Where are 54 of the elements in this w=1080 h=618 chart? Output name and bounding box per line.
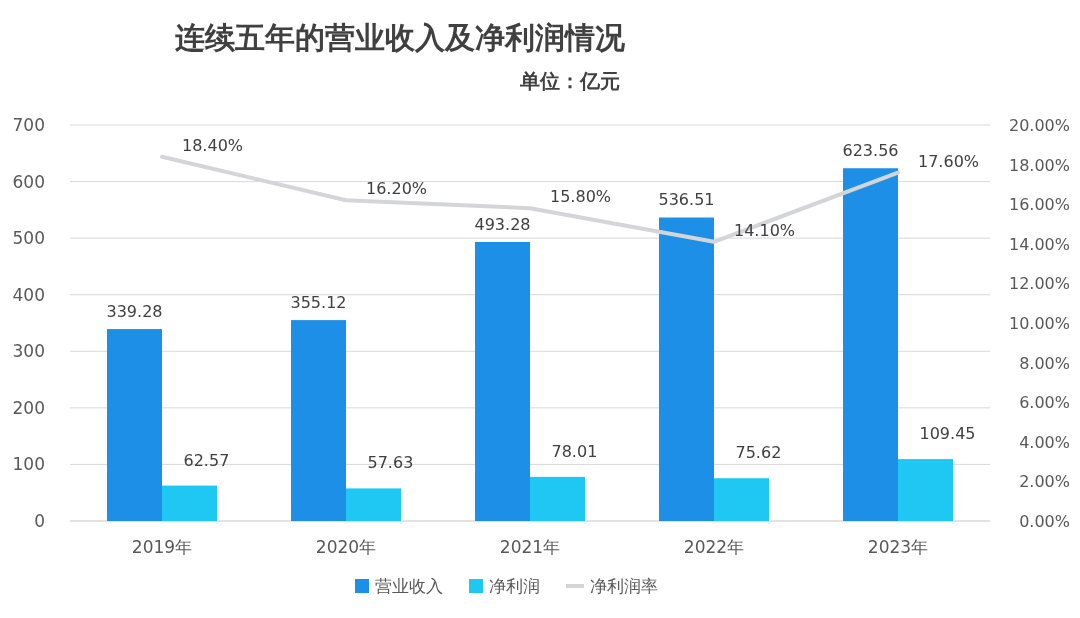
bar	[843, 168, 898, 521]
y-tick-label: 300	[12, 341, 45, 362]
y2-tick-label: 14.00%	[1008, 234, 1070, 254]
y-tick-label: 700	[12, 115, 45, 135]
x-tick-label: 2022年	[683, 537, 745, 557]
x-tick-label: 2021年	[499, 537, 561, 557]
y2-tick-label: 20.00%	[1008, 116, 1070, 135]
data-label: 339.28	[106, 302, 163, 322]
data-label: 17.60%	[918, 151, 980, 171]
x-tick-label: 2020年	[315, 537, 377, 557]
data-label: 18.40%	[182, 135, 244, 155]
y-tick-label: 200	[12, 397, 45, 418]
chart-title: 连续五年的营业收入及净利润情况	[175, 20, 626, 55]
bar	[714, 478, 769, 521]
bar	[530, 476, 585, 521]
y-tick-label: 600	[12, 171, 45, 192]
chart-subtitle: 单位：亿元	[519, 69, 620, 93]
data-label: 62.57	[183, 450, 230, 470]
y2-tick-label: 8.00%	[1019, 353, 1070, 373]
bar	[898, 459, 953, 521]
data-label: 16.20%	[366, 179, 428, 199]
y-tick-label: 0	[34, 511, 45, 531]
bar	[107, 329, 162, 521]
y-tick-label: 500	[12, 228, 45, 249]
legend-label: 净利润率	[590, 576, 658, 596]
data-label: 623.56	[842, 141, 899, 161]
legend-label: 营业收入	[375, 576, 443, 596]
y2-tick-label: 18.00%	[1008, 155, 1070, 175]
x-tick-label: 2019年	[131, 537, 193, 557]
data-label: 493.28	[474, 214, 531, 234]
data-label: 15.80%	[550, 187, 612, 207]
y2-tick-label: 10.00%	[1008, 314, 1070, 333]
legend-label: 净利润	[489, 576, 540, 596]
y2-tick-label: 6.00%	[1019, 393, 1070, 413]
y2-tick-label: 0.00%	[1019, 512, 1070, 531]
data-label: 109.45	[919, 424, 976, 444]
y2-tick-label: 4.00%	[1019, 432, 1070, 452]
data-label: 14.10%	[734, 220, 796, 240]
data-label: 536.51	[658, 190, 715, 210]
bar	[659, 217, 714, 521]
y2-tick-label: 2.00%	[1019, 472, 1070, 492]
bar	[346, 488, 401, 521]
y2-tick-label: 16.00%	[1008, 195, 1070, 215]
bar	[475, 241, 530, 521]
y-tick-label: 100	[12, 454, 45, 475]
bar	[162, 485, 217, 521]
x-tick-label: 2023年	[867, 537, 929, 557]
bar	[291, 320, 346, 521]
data-label: 355.12	[290, 293, 347, 313]
data-label: 75.62	[735, 443, 782, 463]
y-tick-label: 400	[12, 284, 45, 305]
y2-tick-label: 12.00%	[1008, 274, 1070, 294]
data-label: 78.01	[551, 441, 598, 461]
data-label: 57.63	[367, 453, 414, 473]
